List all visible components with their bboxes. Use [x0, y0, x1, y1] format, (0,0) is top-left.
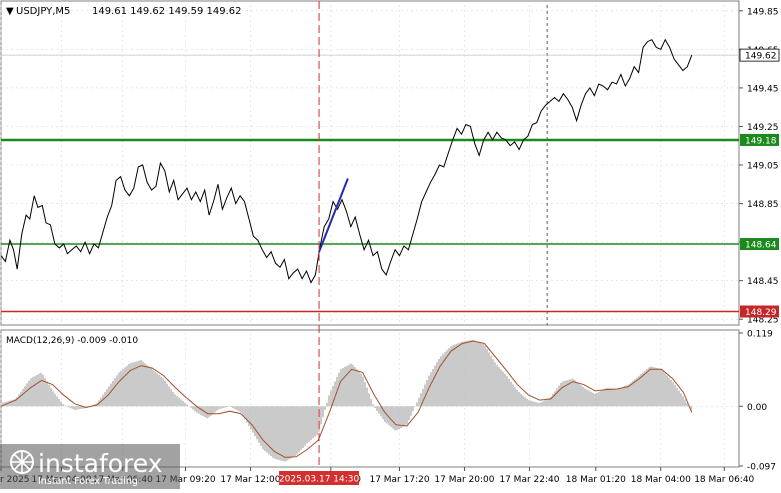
time-tick-label: 18 Mar 01:20	[566, 475, 626, 485]
price-tick-label: 149.05	[747, 162, 779, 172]
level-badge-label: 148.29	[745, 308, 777, 318]
price-tick-label: 148.45	[747, 277, 779, 287]
macd-axis: 0.119 0.00 -0.097	[739, 330, 776, 473]
price-tick-label: 149.25	[747, 123, 779, 133]
header-ohlc: 149.61 149.62 149.59 149.62	[92, 6, 242, 17]
instaforex-logo-icon	[10, 450, 34, 474]
level-badge	[740, 305, 779, 318]
watermark: instaforex Instant Forex Trading	[0, 444, 180, 489]
header-arrow[interactable]: ▼	[6, 6, 14, 17]
level-badge	[740, 133, 779, 146]
level-badge	[740, 238, 779, 251]
entry-time-badge	[279, 471, 360, 485]
macd-tick-label: 0.119	[747, 330, 773, 340]
price-tick-label: 149.45	[747, 84, 779, 94]
price-series	[0, 38, 693, 284]
macd-label: MACD(12,26,9) -0.009 -0.010	[6, 336, 138, 346]
macd-tick-label: -0.097	[747, 463, 776, 473]
watermark-bg	[0, 444, 180, 489]
entry-marker: 2025.03.17 14:30	[279, 1, 360, 485]
watermark-brand: instaforex	[38, 449, 163, 478]
watermark-tagline: Instant Forex Trading	[38, 476, 138, 487]
macd-tick-label: 0.00	[747, 403, 767, 413]
price-grid	[0, 5, 739, 466]
current-price-badge	[739, 48, 780, 62]
time-tick-label: 17 Mar 12:00	[220, 475, 280, 485]
entry-time-label: 2025.03.17 14:30	[279, 475, 360, 485]
price-line	[0, 38, 693, 284]
time-tick-label: 18 Mar 04:00	[631, 475, 691, 485]
price-tick-label: 148.25	[747, 316, 779, 326]
time-tick-label: 17 Mar 09:20	[155, 475, 215, 485]
macd-histogram	[2, 339, 692, 462]
level-badge-label: 148.64	[745, 241, 777, 251]
trend-segment-group	[318, 178, 349, 253]
macd-signal-line	[0, 340, 693, 458]
macd-signal-path	[0, 340, 693, 458]
current-price-label: 149.62	[745, 52, 777, 62]
price-badges: 149.18 148.64 148.29 149.62	[739, 48, 780, 318]
header-symbol: USDJPY,M5	[16, 6, 70, 17]
price-tick-label: 148.85	[747, 200, 779, 210]
time-tick-label: 17 Mar 20:00	[434, 475, 494, 485]
time-tick-label: 17 Mar 17:20	[369, 475, 429, 485]
time-tick-label: 17 Mar 22:40	[499, 475, 559, 485]
price-tick-label: 149.85	[747, 7, 779, 17]
chart-header: ▼ USDJPY,M5 149.61 149.62 149.59 149.62	[6, 6, 242, 17]
time-tick-label: 18 Mar 06:40	[694, 475, 754, 485]
trend-segment	[318, 178, 349, 253]
level-badge-label: 149.18	[745, 136, 777, 146]
